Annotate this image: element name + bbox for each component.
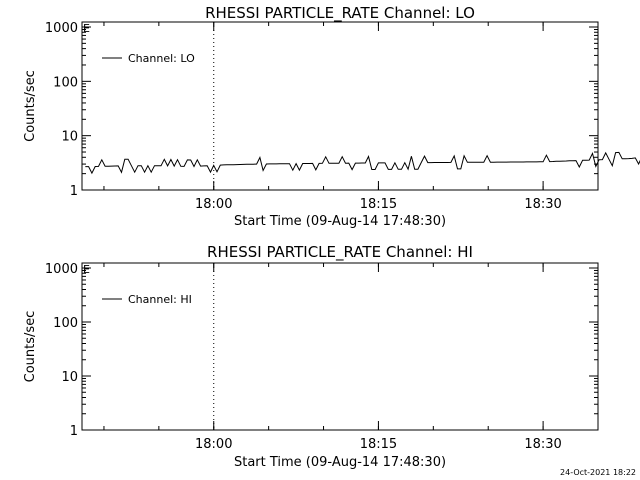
range-start-label: E [83,22,90,35]
y-axis-label: Counts/sec [23,70,38,142]
y-tick-label: 10 [61,370,78,385]
range-start-label: E [83,263,90,276]
x-tick-label: 18:30 [524,437,561,452]
y-axis-label: Counts/sec [23,311,38,383]
series-line [85,151,640,175]
x-tick-label: 18:00 [195,437,232,452]
y-tick-label: 1000 [45,21,78,36]
x-tick-label: 18:15 [360,437,397,452]
legend-label: Channel: LO [128,52,195,65]
y-tick-label: 1 [70,424,78,439]
x-tick-label: 18:00 [195,197,232,212]
x-axis-label: Start Time (09-Aug-14 17:48:30) [234,455,446,470]
legend-label: Channel: HI [128,293,192,306]
chart-title: RHESSI PARTICLE_RATE Channel: HI [207,243,473,262]
chart-panel-2: RHESSI PARTICLE_RATE Channel: HI 1 10 100 10… [23,243,599,470]
timestamp-label: 24-Oct-2021 18:22 [560,468,636,477]
chart-panel-1: RHESSI PARTICLE_RATE Channel: LO 1 10 100 10… [23,4,640,229]
y-tick-label: 100 [53,75,78,90]
x-tick-label: 18:30 [524,197,561,212]
x-axis-label: Start Time (09-Aug-14 17:48:30) [234,214,446,229]
y-tick-label: 1000 [45,262,78,277]
x-tick-label: 18:15 [360,197,397,212]
chart-title: RHESSI PARTICLE_RATE Channel: LO [205,4,475,23]
plot-frame [81,21,599,191]
y-tick-label: 100 [53,316,78,331]
plot-frame [81,262,599,431]
y-tick-label: 10 [61,130,78,145]
y-tick-label: 1 [70,184,78,199]
